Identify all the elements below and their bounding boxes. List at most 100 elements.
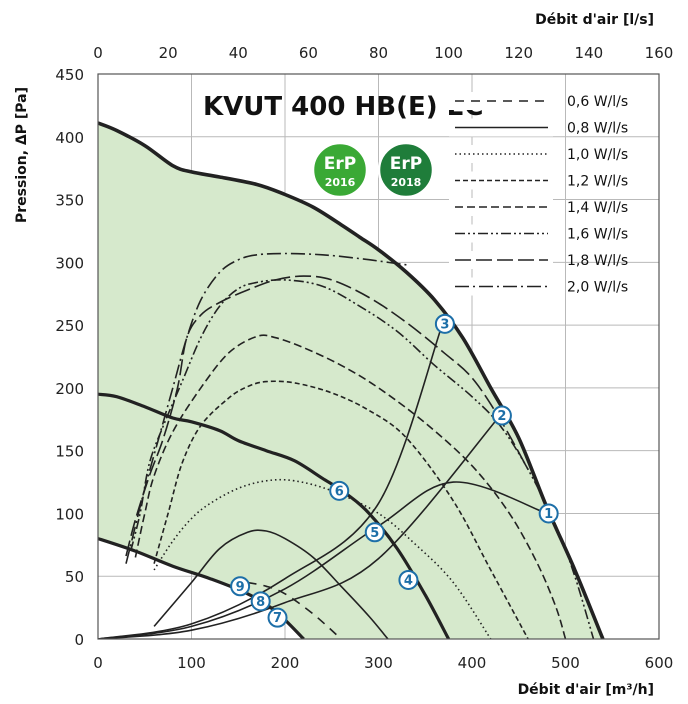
y-tick-label: 350 [55,192,84,210]
envelope-fill [98,123,603,639]
y-tick-label: 400 [55,129,84,147]
operating-point: 9 [230,576,251,597]
erp-badges: ErP 2016 ErP 2018 [311,141,435,199]
series-lines [98,121,605,639]
legend-entry: 0,8 W/l/s [449,118,628,137]
system-curve [98,481,548,639]
erp-badge-label: ErP [324,154,356,174]
series-line [125,252,407,564]
y-tick-label: 50 [65,568,84,586]
operating-point-marker [329,480,350,501]
legend: 0,6 W/l/s 0,8 W/l/s 1,0 W/l/s 1,2 W/l/s 1,4 … [449,92,628,296]
x-tick-label: 100 [177,654,206,672]
erp-badge-circle [311,141,369,199]
system-curve [98,414,501,639]
operating-point-label: 8 [256,595,265,610]
legend-entry: 2,0 W/l/s [449,277,628,296]
operating-point-label: 1 [544,507,553,522]
legend-label: 2,0 W/l/s [567,280,628,296]
operating-point-marker [538,503,559,524]
medium-speed-curve [98,392,451,639]
operating-point-label: 6 [335,484,344,499]
top-x-tick-label: 160 [645,44,674,62]
plot-frame [97,73,660,640]
legend-label: 0,6 W/l/s [567,94,628,110]
top-x-tick-label: 60 [299,44,318,62]
top-x-tick-label: 20 [159,44,178,62]
y-tick-label: 200 [55,380,84,398]
legend-entry: 1,2 W/l/s [449,171,628,190]
y-tick-label: 100 [55,505,84,523]
operating-point-label: 7 [273,611,282,626]
bottom-x-axis-label: Débit d'air [m³/h] [518,682,654,698]
top-x-axis-label: Débit d'air [l/s] [535,12,654,28]
legend-entry: 1,4 W/l/s [449,198,628,216]
series-line [247,581,342,639]
legend-entry: 1,8 W/l/s [449,251,628,269]
x-tick-label: 300 [364,654,393,672]
series-line [153,380,529,639]
x-tick-label: 200 [271,654,300,672]
legend-label: 1,6 W/l/s [567,227,628,243]
x-tick-label: 500 [551,654,580,672]
y-tick-label: 150 [55,443,84,461]
top-x-tick-label: 120 [504,44,533,62]
y-tick-label: 450 [55,66,84,84]
series-line [125,275,529,557]
operating-point-marker [398,569,419,590]
x-tick-label: 400 [458,654,487,672]
x-tick-label: 0 [93,654,103,672]
max-speed-curve [98,121,605,639]
operating-point-marker [267,607,288,628]
operating-point: 5 [364,522,385,543]
y-axis-label: Pression, ΔP [Pa] [14,87,30,223]
operating-point: 6 [329,480,350,501]
y-tick-label: 250 [55,317,84,335]
top-x-tick-label: 0 [93,44,103,62]
erp-badge-label: ErP [390,154,422,174]
operating-point-label: 3 [440,317,449,332]
erp-badge-year: 2016 [325,176,356,189]
system-curve [98,324,443,639]
operating-point: 8 [250,591,271,612]
legend-swatch-background [449,277,553,296]
y-tick-label: 0 [74,631,84,649]
erp-badge: ErP 2018 [377,141,435,199]
legend-swatch-background [449,92,553,110]
top-x-tick-label: 140 [575,44,604,62]
operating-point-label: 2 [497,409,506,424]
top-x-tick-label: 100 [434,44,463,62]
legend-swatch-background [449,171,553,190]
legend-entry: 1,6 W/l/s [449,224,628,243]
legend-label: 1,8 W/l/s [567,253,628,269]
erp-badge: ErP 2016 [311,141,369,199]
series-line [134,334,567,639]
plot-border [97,73,660,640]
legend-label: 1,4 W/l/s [567,200,628,216]
y-tick-label: 300 [55,254,84,272]
operating-point-label: 9 [236,580,245,595]
operating-point-marker [230,576,251,597]
operating-point: 7 [267,607,288,628]
operating-point-label: 5 [370,526,379,541]
operating-point-marker [434,313,455,334]
operating-envelope [98,123,603,639]
legend-label: 1,0 W/l/s [567,147,628,163]
erp-badge-circle [377,141,435,199]
operating-point-marker [364,522,385,543]
x-tick-label: 600 [645,654,674,672]
legend-entry: 1,0 W/l/s [449,145,628,163]
operating-point: 2 [491,405,512,426]
operating-point-marker [491,405,512,426]
erp-badge-year: 2018 [391,176,422,189]
top-x-tick-label: 80 [369,44,388,62]
operating-point: 3 [434,313,455,334]
series-line [153,529,389,639]
legend-label: 1,2 W/l/s [567,174,628,190]
top-x-tick-label: 40 [229,44,248,62]
operating-points: 1 2 3 4 5 6 789 [230,313,559,628]
operating-point: 4 [398,569,419,590]
operating-point-label: 4 [404,573,413,588]
